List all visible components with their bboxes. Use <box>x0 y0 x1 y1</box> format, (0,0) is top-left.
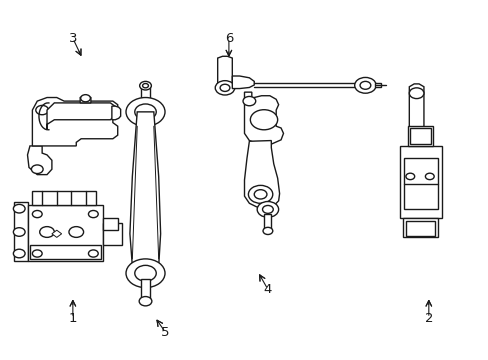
Circle shape <box>135 104 156 120</box>
Polygon shape <box>217 56 232 92</box>
Circle shape <box>359 81 370 89</box>
Circle shape <box>13 228 25 236</box>
Circle shape <box>31 165 43 174</box>
Polygon shape <box>32 191 96 205</box>
Circle shape <box>135 265 156 281</box>
Circle shape <box>88 211 98 218</box>
Polygon shape <box>27 146 52 175</box>
Circle shape <box>126 98 164 126</box>
Text: 6: 6 <box>224 32 233 45</box>
Circle shape <box>408 88 423 99</box>
Circle shape <box>263 227 272 234</box>
Polygon shape <box>244 92 283 144</box>
Polygon shape <box>47 103 115 130</box>
Circle shape <box>405 173 414 180</box>
Text: 3: 3 <box>68 32 77 45</box>
Text: 4: 4 <box>263 283 271 296</box>
Bar <box>103 223 122 244</box>
Circle shape <box>32 250 42 257</box>
Bar <box>103 218 118 230</box>
Text: 1: 1 <box>68 311 77 325</box>
Circle shape <box>257 202 278 217</box>
Bar <box>141 87 150 105</box>
Bar <box>374 83 380 87</box>
Circle shape <box>32 211 42 218</box>
Circle shape <box>220 84 229 91</box>
Polygon shape <box>80 96 91 103</box>
Polygon shape <box>52 230 61 237</box>
Bar <box>409 128 430 144</box>
Circle shape <box>354 77 375 93</box>
Circle shape <box>139 297 152 306</box>
Circle shape <box>140 81 151 90</box>
Circle shape <box>13 204 25 213</box>
Circle shape <box>40 226 54 237</box>
Polygon shape <box>232 76 254 89</box>
Circle shape <box>215 81 234 95</box>
Bar <box>402 218 437 237</box>
Polygon shape <box>14 202 27 261</box>
Circle shape <box>88 250 98 257</box>
Circle shape <box>243 96 255 106</box>
Circle shape <box>262 206 273 213</box>
Text: 5: 5 <box>161 326 169 339</box>
Text: 2: 2 <box>424 311 432 325</box>
Circle shape <box>254 190 266 199</box>
Circle shape <box>13 249 25 258</box>
Polygon shape <box>32 98 118 146</box>
Circle shape <box>250 110 277 130</box>
Bar <box>399 146 442 218</box>
Circle shape <box>69 226 83 237</box>
Bar <box>407 126 432 146</box>
Polygon shape <box>408 84 423 129</box>
Bar <box>141 279 150 300</box>
Circle shape <box>142 84 148 88</box>
Polygon shape <box>244 140 279 208</box>
Circle shape <box>36 105 48 115</box>
Circle shape <box>126 259 164 288</box>
Polygon shape <box>130 112 160 277</box>
Bar <box>27 205 103 261</box>
Bar <box>404 158 437 209</box>
Bar <box>264 214 271 230</box>
Polygon shape <box>112 106 121 120</box>
Circle shape <box>248 185 272 203</box>
Bar <box>406 221 434 235</box>
Bar <box>30 244 101 259</box>
Circle shape <box>425 173 433 180</box>
Circle shape <box>81 95 90 102</box>
